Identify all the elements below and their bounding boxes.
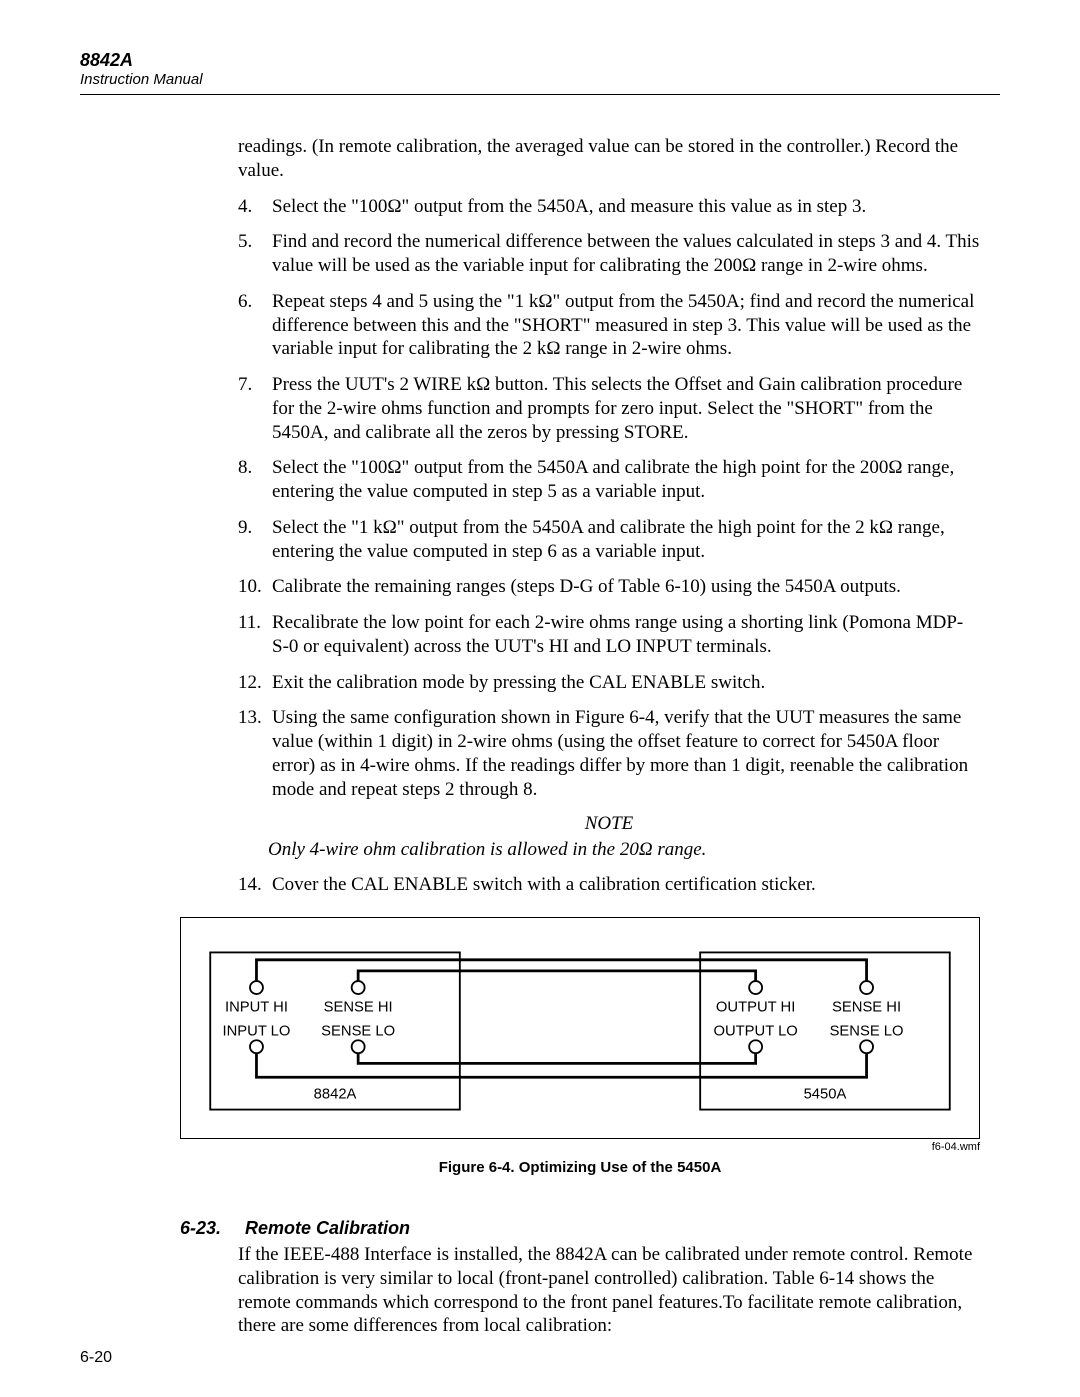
label-input-lo: INPUT LO xyxy=(223,1024,291,1040)
list-item: 6. Repeat steps 4 and 5 using the "1 kΩ" … xyxy=(238,290,980,361)
step-number: 4. xyxy=(238,195,252,219)
step-list-continued: 14. Cover the CAL ENABLE switch with a ca… xyxy=(238,873,980,897)
label-left-device: 8842A xyxy=(314,1086,357,1102)
wire-sensehi-outputhi xyxy=(358,971,755,981)
step-text: Press the UUT's 2 WIRE kΩ button. This s… xyxy=(272,374,962,443)
step-text: Using the same configuration shown in Fi… xyxy=(272,707,968,799)
step-text: Recalibrate the low point for each 2-wir… xyxy=(272,612,963,657)
figure-box: INPUT HI SENSE HI INPUT LO SENSE LO 8842… xyxy=(180,917,980,1139)
step-number: 10. xyxy=(238,575,262,599)
terminal-sense-hi-right xyxy=(860,981,873,994)
list-item: 10. Calibrate the remaining ranges (steps… xyxy=(238,575,980,599)
note-text: Only 4-wire ohm calibration is allowed i… xyxy=(268,839,980,861)
terminal-sense-lo-right xyxy=(860,1040,873,1053)
list-item: 11. Recalibrate the low point for each 2-… xyxy=(238,611,980,659)
terminal-output-hi xyxy=(749,981,762,994)
step-number: 6. xyxy=(238,290,252,314)
list-item: 7. Press the UUT's 2 WIRE kΩ button. This… xyxy=(238,373,980,444)
page: 8842A Instruction Manual readings. (In r… xyxy=(0,0,1080,1388)
terminal-output-lo xyxy=(749,1040,762,1053)
terminal-input-lo xyxy=(250,1040,263,1053)
step-text: Repeat steps 4 and 5 using the "1 kΩ" ou… xyxy=(272,291,974,360)
section-paragraph: If the IEEE-488 Interface is installed, … xyxy=(238,1243,980,1338)
page-header: 8842A Instruction Manual xyxy=(80,50,1000,95)
terminal-sense-lo-left xyxy=(352,1040,365,1053)
step-text: Cover the CAL ENABLE switch with a calib… xyxy=(272,874,816,895)
page-number: 6-20 xyxy=(80,1349,112,1367)
step-number: 5. xyxy=(238,230,252,254)
label-sense-hi-right: SENSE HI xyxy=(832,1000,901,1016)
label-sense-hi-left: SENSE HI xyxy=(324,1000,393,1016)
list-item: 14. Cover the CAL ENABLE switch with a ca… xyxy=(238,873,980,897)
figure-caption: Figure 6-4. Optimizing Use of the 5450A xyxy=(180,1159,980,1176)
list-item: 5. Find and record the numerical differen… xyxy=(238,230,980,278)
step-list: 4. Select the "100Ω" output from the 5450… xyxy=(238,195,980,802)
section-title: Remote Calibration xyxy=(245,1218,410,1239)
step-number: 12. xyxy=(238,671,262,695)
step-text: Select the "100Ω" output from the 5450A … xyxy=(272,457,954,502)
list-item: 4. Select the "100Ω" output from the 5450… xyxy=(238,195,980,219)
figure-file-ref: f6-04.wmf xyxy=(180,1141,980,1153)
step-text: Exit the calibration mode by pressing th… xyxy=(272,672,765,693)
terminal-input-hi xyxy=(250,981,263,994)
label-input-hi: INPUT HI xyxy=(225,1000,288,1016)
label-right-device: 5450A xyxy=(804,1086,847,1102)
step-text: Select the "1 kΩ" output from the 5450A … xyxy=(272,517,945,562)
label-output-hi: OUTPUT HI xyxy=(716,1000,795,1016)
step-number: 13. xyxy=(238,706,262,730)
section-heading: 6-23. Remote Calibration xyxy=(180,1218,1000,1239)
label-sense-lo-left: SENSE LO xyxy=(321,1024,395,1040)
list-item: 13. Using the same configuration shown in… xyxy=(238,706,980,801)
list-item: 9. Select the "1 kΩ" output from the 5450… xyxy=(238,516,980,564)
step-number: 8. xyxy=(238,456,252,480)
wire-senselo-outputlo xyxy=(358,1053,755,1063)
body-column: readings. (In remote calibration, the av… xyxy=(238,135,980,897)
step-text: Select the "100Ω" output from the 5450A,… xyxy=(272,196,866,217)
section-number: 6-23. xyxy=(180,1218,221,1239)
terminal-sense-hi-left xyxy=(352,981,365,994)
list-item: 8. Select the "100Ω" output from the 5450… xyxy=(238,456,980,504)
step-number: 7. xyxy=(238,373,252,397)
note-label: NOTE xyxy=(238,813,980,835)
figure-wrap: INPUT HI SENSE HI INPUT LO SENSE LO 8842… xyxy=(180,917,980,1176)
step-number: 14. xyxy=(238,873,262,897)
header-model: 8842A xyxy=(80,50,1000,71)
wire-inputlo-senselo xyxy=(256,1053,866,1077)
wiring-diagram: INPUT HI SENSE HI INPUT LO SENSE LO 8842… xyxy=(201,936,959,1126)
step-text: Calibrate the remaining ranges (steps D-… xyxy=(272,576,901,597)
step-number: 11. xyxy=(238,611,261,635)
list-item: 12. Exit the calibration mode by pressing… xyxy=(238,671,980,695)
header-subtitle: Instruction Manual xyxy=(80,71,1000,88)
label-sense-lo-right: SENSE LO xyxy=(830,1024,904,1040)
step-number: 9. xyxy=(238,516,252,540)
step-text: Find and record the numerical difference… xyxy=(272,231,979,276)
label-output-lo: OUTPUT LO xyxy=(713,1024,797,1040)
intro-paragraph: readings. (In remote calibration, the av… xyxy=(238,135,980,183)
